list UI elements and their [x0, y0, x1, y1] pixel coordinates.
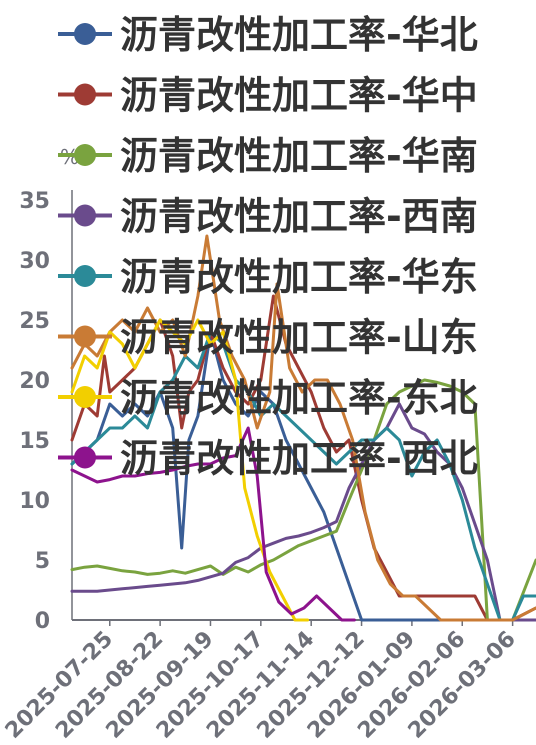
legend-label: 沥青改性加工率-山东	[120, 316, 478, 360]
y-tick-label: 5	[35, 549, 50, 574]
y-tick-label: 15	[19, 429, 50, 454]
legend-item[interactable]: 沥青改性加工率-华南	[58, 134, 478, 178]
legend-label: 沥青改性加工率-西北	[120, 437, 478, 481]
legend-item[interactable]: 沥青改性加工率-华中	[58, 74, 478, 118]
y-tick-label: 10	[19, 489, 50, 514]
y-tick-label: 35	[19, 189, 50, 214]
y-tick-label: 25	[19, 309, 50, 334]
legend-label: 沥青改性加工率-华北	[120, 13, 478, 57]
legend-item[interactable]: 沥青改性加工率-西北	[58, 437, 478, 481]
series-line	[70, 330, 536, 622]
legend-marker	[74, 144, 96, 166]
legend-item[interactable]: 沥青改性加工率-华北	[58, 13, 478, 57]
legend-label: 沥青改性加工率-华南	[120, 134, 478, 178]
legend-marker	[74, 204, 96, 227]
legend-label: 沥青改性加工率-东北	[120, 376, 478, 420]
series-line	[70, 330, 536, 622]
legend-marker	[74, 23, 96, 45]
series-line	[70, 426, 356, 622]
legend-label: 沥青改性加工率-华中	[120, 74, 478, 118]
legend: 沥青改性加工率-华北沥青改性加工率-华中沥青改性加工率-华南沥青改性加工率-西南…	[58, 13, 478, 481]
series-lines	[70, 234, 536, 622]
series-line	[70, 318, 310, 622]
legend-item[interactable]: 沥青改性加工率-西南	[58, 195, 478, 239]
legend-marker	[74, 446, 96, 469]
legend-marker	[74, 83, 96, 106]
series-line	[70, 234, 536, 622]
legend-item[interactable]: 沥青改性加工率-山东	[58, 316, 478, 360]
legend-item[interactable]: 沥青改性加工率-东北	[58, 376, 478, 420]
y-tick-label: 0	[35, 609, 50, 634]
y-tick-label: 20	[19, 369, 50, 394]
legend-marker	[74, 386, 96, 408]
legend-label: 沥青改性加工率-华东	[120, 255, 478, 299]
legend-label: 沥青改性加工率-西南	[120, 195, 478, 239]
y-tick-label: 30	[19, 249, 50, 274]
legend-item[interactable]: 沥青改性加工率-华东	[58, 255, 478, 299]
legend-marker	[74, 265, 96, 287]
legend-marker	[74, 325, 96, 348]
series-line	[70, 378, 536, 622]
